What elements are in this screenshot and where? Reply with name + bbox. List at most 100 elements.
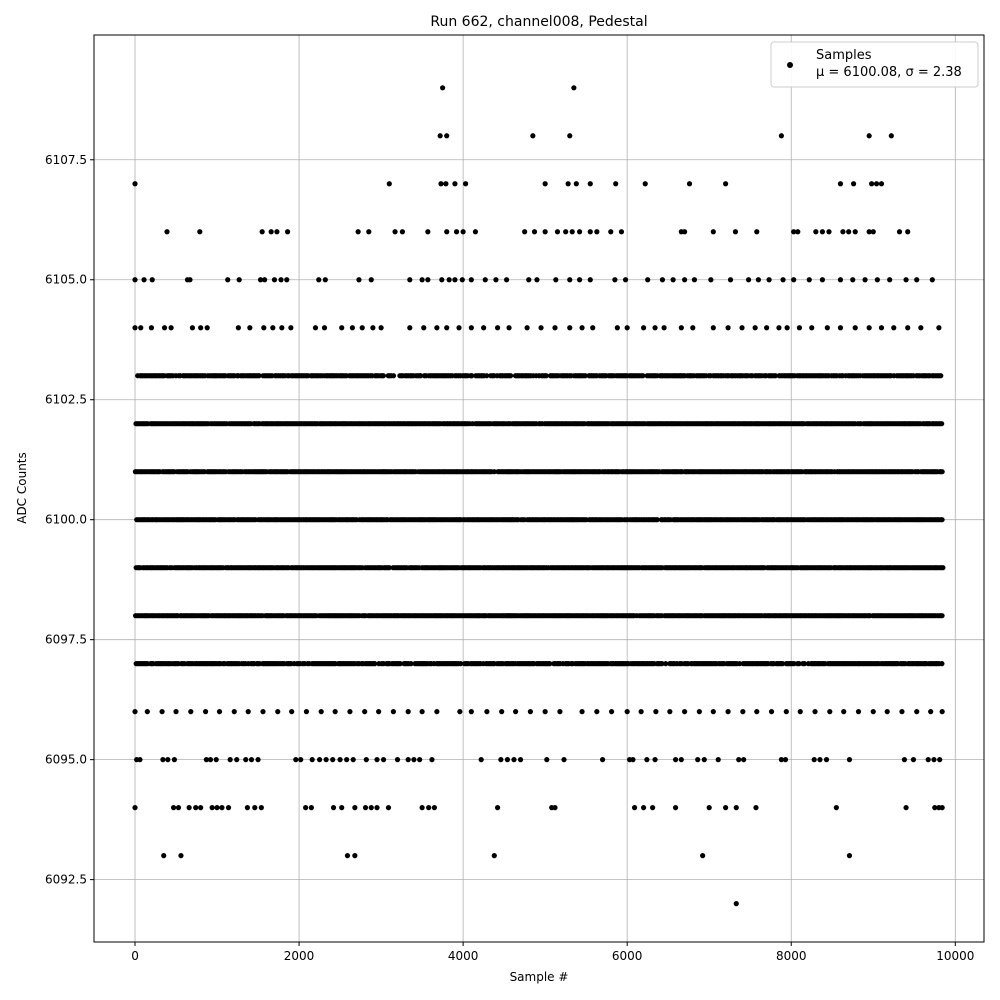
data-point (452, 277, 458, 283)
data-point (791, 229, 797, 235)
data-point (659, 277, 666, 283)
data-point (494, 325, 501, 331)
data-point (612, 277, 618, 283)
data-point (279, 325, 285, 331)
data-point (186, 805, 192, 811)
data-point (257, 277, 264, 283)
data-point (517, 757, 524, 763)
data-point (499, 709, 505, 715)
data-point (198, 325, 204, 331)
data-point (914, 277, 920, 283)
data-point (399, 229, 406, 235)
data-point (386, 181, 392, 187)
data-point (372, 661, 378, 667)
data-point (419, 709, 425, 715)
data-point (554, 229, 561, 235)
data-point (330, 805, 337, 811)
data-point (149, 277, 155, 283)
data-point (736, 661, 743, 667)
data-point (244, 805, 250, 811)
data-point (869, 181, 875, 187)
data-point (513, 709, 519, 715)
data-point (538, 325, 544, 331)
data-point (852, 229, 858, 235)
data-point (940, 565, 946, 571)
data-point (457, 709, 463, 715)
data-point (161, 325, 168, 331)
data-point (809, 325, 815, 331)
data-point (405, 757, 411, 763)
data-point (160, 757, 166, 763)
data-point (363, 757, 369, 763)
data-point (783, 709, 789, 715)
data-point (506, 325, 512, 331)
data-point (197, 229, 203, 235)
data-point (710, 325, 716, 331)
data-point (888, 133, 894, 139)
data-point (508, 373, 514, 379)
y-axis-label: ADC Counts (15, 452, 29, 524)
data-point (644, 757, 650, 763)
data-point (779, 661, 786, 667)
data-point (397, 661, 403, 667)
data-point (274, 229, 280, 235)
x-tick-label: 2000 (284, 949, 315, 963)
data-point (661, 325, 667, 331)
data-point (284, 229, 291, 235)
data-point (493, 277, 499, 283)
data-point (193, 805, 199, 811)
data-point (939, 613, 945, 619)
data-point (577, 229, 583, 235)
data-point (780, 277, 786, 283)
data-point (444, 133, 450, 139)
data-point (165, 757, 171, 763)
data-point (670, 277, 676, 283)
data-point (817, 757, 823, 763)
data-point (678, 325, 684, 331)
data-point (652, 325, 658, 331)
data-point (322, 277, 328, 283)
data-point (833, 805, 839, 811)
data-point (855, 709, 862, 715)
data-point (795, 229, 801, 235)
data-point (878, 325, 885, 331)
data-point (624, 709, 630, 715)
data-point (542, 709, 548, 715)
data-point (380, 373, 386, 379)
data-point (460, 229, 466, 235)
data-point (929, 277, 935, 283)
data-point (386, 565, 392, 571)
chart-title: Run 662, channel008, Pedestal (430, 14, 647, 30)
data-point (453, 229, 460, 235)
data-point (613, 181, 619, 187)
data-point (778, 757, 784, 763)
x-tick-label: 8000 (776, 949, 807, 963)
data-point (524, 325, 530, 331)
data-point (138, 325, 144, 331)
data-point (701, 757, 707, 763)
data-point (198, 805, 204, 811)
data-point (459, 277, 465, 283)
data-point (234, 757, 240, 763)
data-point (796, 325, 803, 331)
data-point (268, 229, 274, 235)
data-point (252, 805, 258, 811)
data-point (337, 757, 343, 763)
data-point (725, 709, 731, 715)
data-point (132, 325, 138, 331)
data-point (132, 709, 138, 715)
data-point (255, 757, 261, 763)
data-point (378, 325, 384, 331)
data-point (542, 229, 548, 235)
data-point (937, 757, 943, 763)
data-point (370, 325, 376, 331)
data-point (171, 757, 177, 763)
data-point (741, 757, 747, 763)
data-point (826, 229, 832, 235)
data-point (247, 325, 253, 331)
data-point (204, 325, 210, 331)
data-point (390, 709, 396, 715)
x-tick-label: 6000 (612, 949, 643, 963)
data-point (437, 133, 443, 139)
